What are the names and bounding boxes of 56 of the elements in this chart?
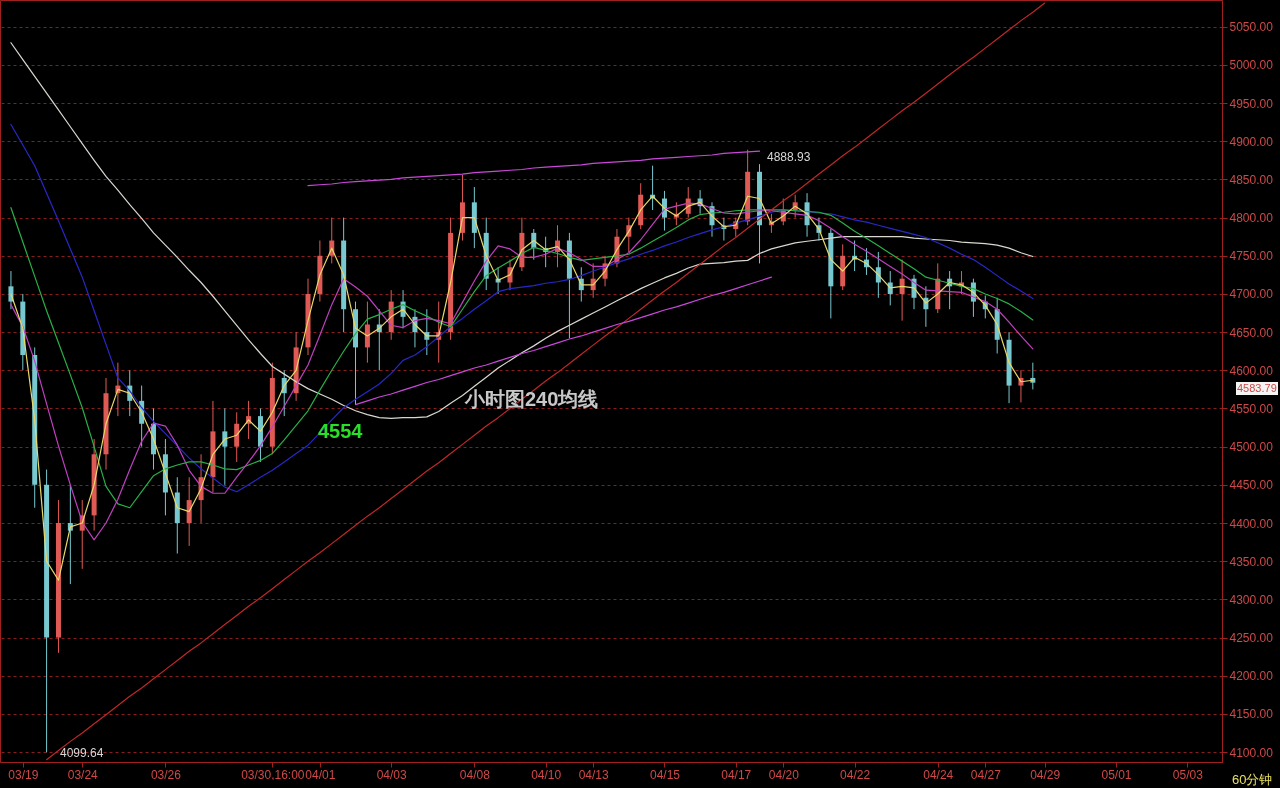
- y-tick-label: 4650.00: [1229, 325, 1274, 340]
- y-tick-label: 4150.00: [1229, 707, 1274, 722]
- y-tick-label: 4500.00: [1229, 440, 1274, 455]
- y-tick-label: 5000.00: [1229, 58, 1274, 73]
- y-tick-label: 4750.00: [1229, 249, 1274, 264]
- y-tick-label: 4200.00: [1229, 669, 1274, 684]
- annotation: 4099.64: [60, 746, 104, 760]
- candlestick: [364, 301, 370, 364]
- text: 4583.79: [1236, 382, 1278, 395]
- x-tick-label: 05/03: [1172, 767, 1204, 782]
- candlestick: [234, 411, 240, 463]
- x-tick-label: 04/13: [578, 767, 610, 782]
- annotation: 4554: [318, 420, 363, 443]
- x-tick-label: 04/08: [459, 767, 491, 782]
- line-series: [45, 2, 1046, 761]
- x-tick-label: 04/03: [376, 767, 408, 782]
- candlestick: [186, 476, 192, 547]
- y-tick-label: 4900.00: [1229, 134, 1274, 149]
- y-tick-label: 4850.00: [1229, 172, 1274, 187]
- y-tick-label: 4400.00: [1229, 516, 1274, 531]
- line-series: [10, 42, 1034, 420]
- x-tick-label: 05/01: [1101, 767, 1132, 782]
- x-tick-label: 04/27: [970, 767, 1002, 782]
- y-tick-label: 4950.00: [1229, 96, 1274, 111]
- x-tick-label: 04/20: [768, 767, 800, 782]
- y-tick-label: 4100.00: [1229, 745, 1274, 760]
- candlestick: [1030, 362, 1036, 390]
- candlestick: [222, 407, 228, 486]
- annotation: 小时图240均线: [465, 387, 599, 412]
- x-tick-label: 03/30,16:00: [241, 767, 305, 782]
- line-series: [10, 123, 1034, 493]
- x-tick-label: 04/24: [923, 767, 954, 782]
- x-tick-label: 03/24: [67, 767, 99, 782]
- y-tick-label: 4550.00: [1229, 401, 1274, 416]
- annotation: 4888.93: [767, 150, 811, 164]
- y-tick-label: 4450.00: [1229, 478, 1274, 493]
- x-tick-label: 04/29: [1030, 767, 1061, 782]
- candlestick: [899, 259, 905, 322]
- x-tick-label: 04/15: [649, 767, 681, 782]
- candlestick: [8, 270, 14, 310]
- y-tick-label: 4250.00: [1229, 631, 1274, 646]
- candlestick: [875, 251, 881, 299]
- x-tick-label: 04/01: [305, 767, 336, 782]
- y-tick-label: 5050.00: [1229, 20, 1274, 35]
- y-tick-label: 4700.00: [1229, 287, 1274, 302]
- x-tick-label: 03/19: [8, 767, 39, 782]
- text: 60分钟: [1232, 771, 1273, 788]
- line-series: [307, 150, 761, 187]
- y-tick-label: 4600.00: [1229, 363, 1274, 378]
- x-tick-label: 03/26: [150, 767, 182, 782]
- y-tick-label: 4300.00: [1229, 592, 1274, 607]
- x-tick-label: 04/17: [721, 767, 752, 782]
- y-tick-label: 4800.00: [1229, 211, 1274, 226]
- x-tick-label: 04/22: [840, 767, 871, 782]
- y-tick-label: 4350.00: [1229, 554, 1274, 569]
- x-tick-label: 04/10: [531, 767, 562, 782]
